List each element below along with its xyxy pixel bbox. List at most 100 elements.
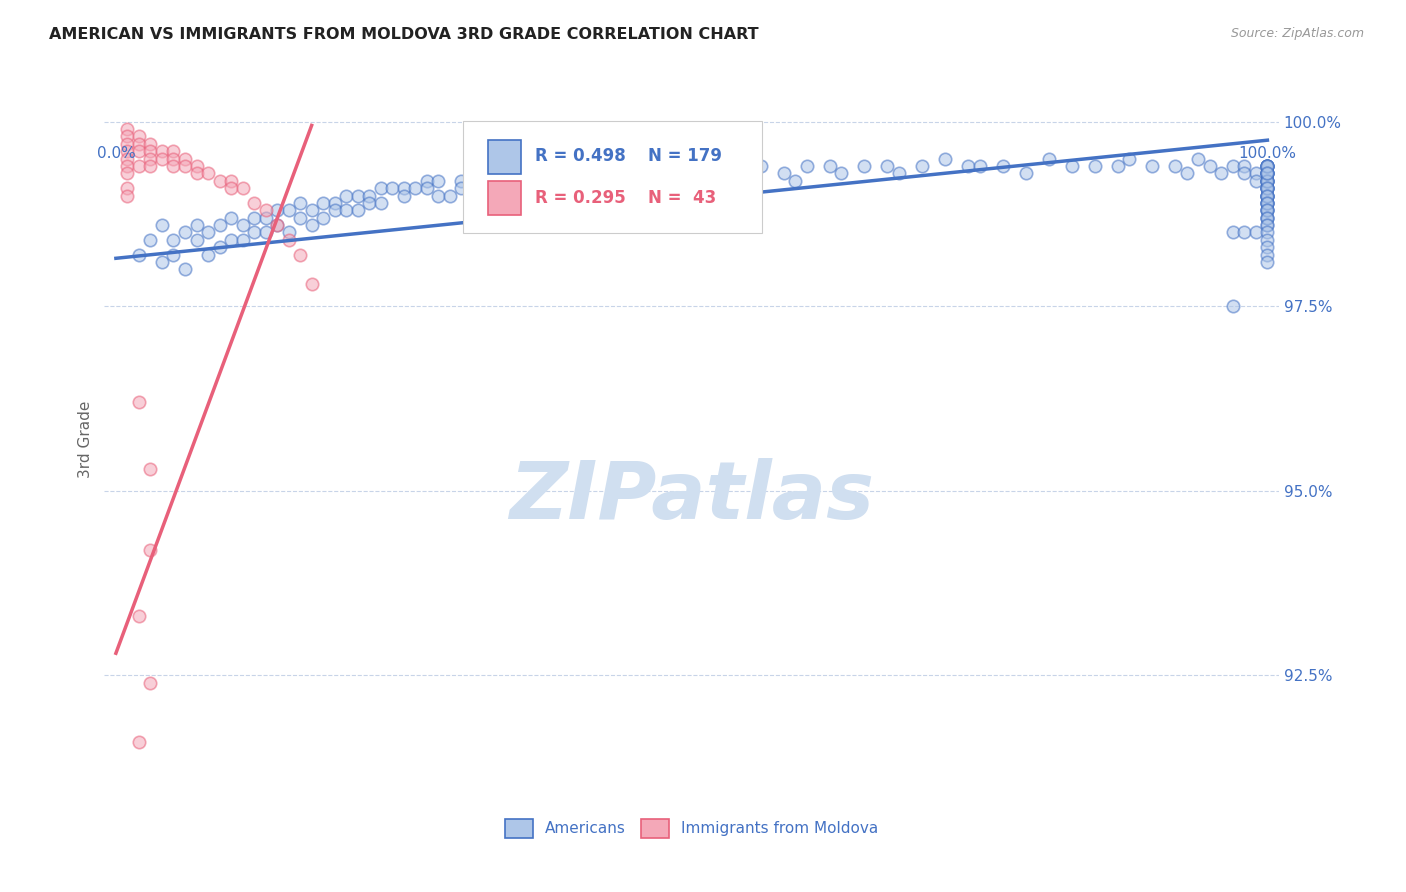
Point: [1244, 226, 1267, 240]
Bar: [488, 140, 522, 174]
Point: [117, 188, 139, 202]
Point: [186, 159, 208, 173]
Point: [1256, 240, 1278, 254]
Point: [1084, 159, 1107, 173]
Point: [254, 226, 277, 240]
Point: [150, 145, 173, 159]
Point: [1256, 159, 1278, 173]
Point: [1256, 188, 1278, 202]
Point: [727, 174, 749, 188]
Point: [1256, 166, 1278, 180]
Point: [162, 247, 184, 261]
Point: [1256, 181, 1278, 195]
Point: [1256, 159, 1278, 173]
Point: [1256, 188, 1278, 202]
Point: [1256, 233, 1278, 247]
Point: [1256, 196, 1278, 211]
Point: [1256, 196, 1278, 211]
Point: [128, 609, 150, 624]
Point: [232, 233, 254, 247]
Point: [1244, 174, 1267, 188]
Point: [1256, 211, 1278, 225]
Point: [1256, 211, 1278, 225]
Point: [1256, 188, 1278, 202]
Point: [128, 395, 150, 409]
Point: [243, 196, 266, 211]
Point: [703, 159, 725, 173]
Point: [139, 233, 162, 247]
Point: [1233, 166, 1256, 180]
Point: [359, 196, 381, 211]
Point: [450, 181, 472, 195]
Point: [392, 188, 415, 202]
Point: [1256, 174, 1278, 188]
Point: [162, 145, 184, 159]
Point: [427, 174, 450, 188]
Point: [818, 159, 841, 173]
Point: [1256, 247, 1278, 261]
Point: [139, 675, 162, 690]
Point: [323, 203, 346, 218]
Point: [404, 181, 426, 195]
Point: [439, 188, 461, 202]
Point: [1256, 166, 1278, 180]
Point: [1256, 181, 1278, 195]
Point: [312, 211, 335, 225]
Point: [243, 226, 266, 240]
Point: [346, 188, 368, 202]
Point: [554, 166, 576, 180]
Point: [208, 240, 231, 254]
Point: [162, 152, 184, 166]
Point: [461, 174, 484, 188]
Point: [139, 136, 162, 151]
Point: [117, 136, 139, 151]
Point: [427, 188, 450, 202]
Point: [1222, 159, 1244, 173]
Point: [749, 159, 772, 173]
Point: [117, 145, 139, 159]
Text: ZIPatlas: ZIPatlas: [509, 458, 875, 536]
Point: [1233, 226, 1256, 240]
Point: [301, 277, 323, 292]
Point: [716, 166, 738, 180]
Point: [508, 174, 530, 188]
Point: [876, 159, 898, 173]
Text: N =  43: N = 43: [648, 189, 717, 207]
Point: [1256, 166, 1278, 180]
Point: [370, 181, 392, 195]
Point: [1256, 196, 1278, 211]
Point: [219, 233, 242, 247]
Point: [1256, 181, 1278, 195]
Point: [232, 181, 254, 195]
Point: [150, 152, 173, 166]
Text: 100.0%: 100.0%: [1239, 146, 1296, 161]
Point: [519, 166, 541, 180]
Point: [174, 226, 197, 240]
Point: [117, 159, 139, 173]
Point: [1256, 174, 1278, 188]
Point: [1256, 203, 1278, 218]
Point: [1256, 159, 1278, 173]
Point: [853, 159, 876, 173]
Point: [785, 174, 807, 188]
Text: Source: ZipAtlas.com: Source: ZipAtlas.com: [1230, 27, 1364, 40]
Point: [174, 159, 197, 173]
Text: R = 0.498: R = 0.498: [536, 147, 626, 165]
Point: [243, 211, 266, 225]
Point: [565, 166, 588, 180]
Point: [1256, 226, 1278, 240]
Point: [796, 159, 818, 173]
Point: [370, 196, 392, 211]
Point: [208, 218, 231, 232]
Point: [1256, 174, 1278, 188]
Point: [1256, 166, 1278, 180]
Point: [1198, 159, 1220, 173]
Point: [1256, 174, 1278, 188]
Point: [1256, 211, 1278, 225]
Legend: Americans, Immigrants from Moldova: Americans, Immigrants from Moldova: [499, 813, 884, 844]
Point: [969, 159, 991, 173]
Point: [1256, 166, 1278, 180]
Point: [1256, 196, 1278, 211]
Point: [1060, 159, 1083, 173]
Point: [266, 218, 288, 232]
